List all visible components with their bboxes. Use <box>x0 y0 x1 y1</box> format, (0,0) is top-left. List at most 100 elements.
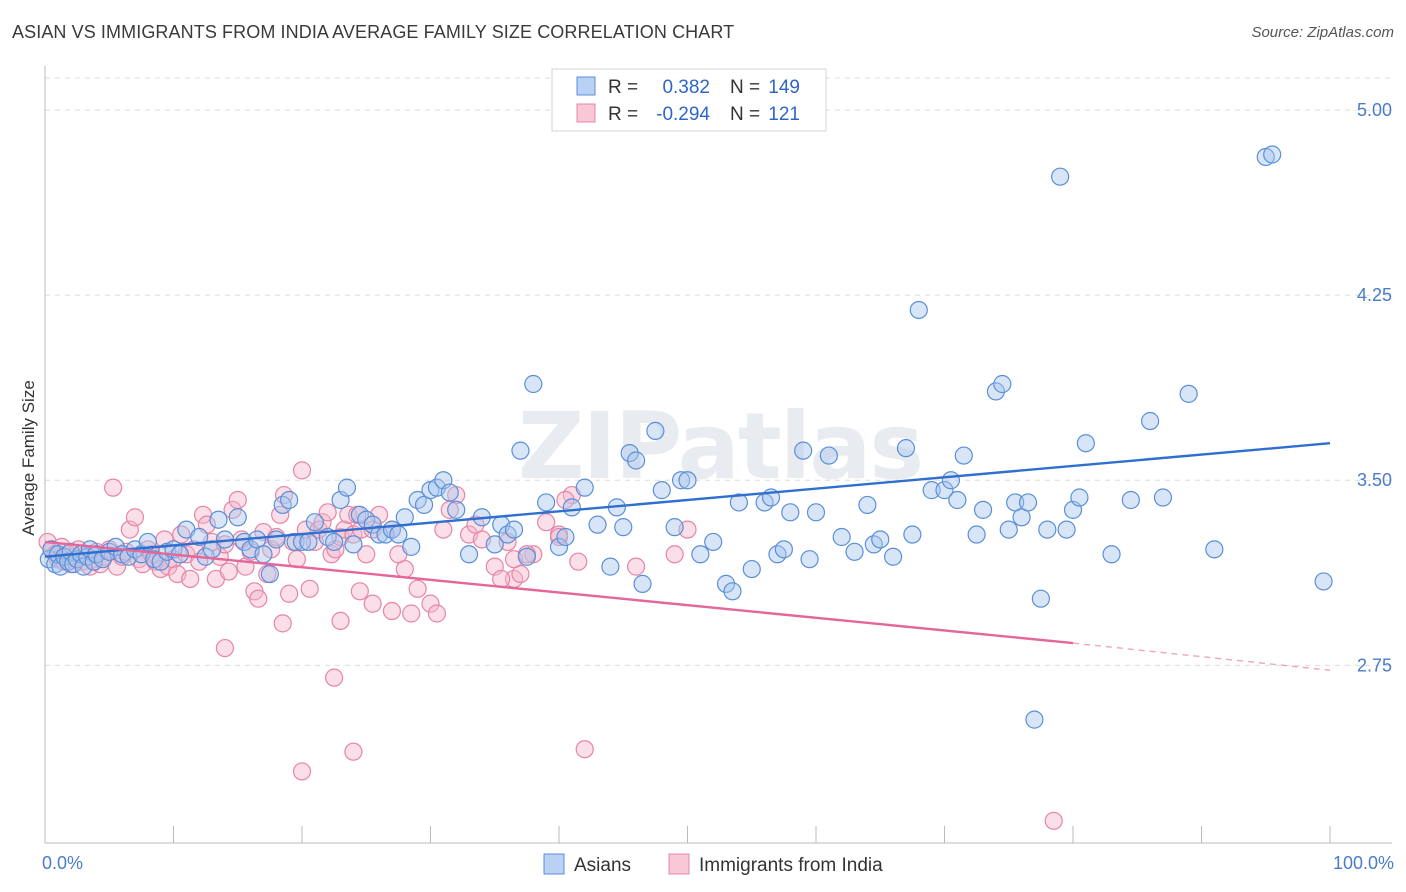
legend-india-r-label: R = <box>608 104 638 125</box>
india-point <box>421 594 440 613</box>
asian-point <box>511 441 530 460</box>
india-point <box>427 604 447 623</box>
y-tick-label: 5.00 <box>1357 100 1392 120</box>
india-point <box>626 557 646 576</box>
legend-asian-r-value: 0.382 <box>662 77 710 98</box>
india-point <box>575 740 594 759</box>
india-point <box>280 584 299 603</box>
asian-point <box>948 490 967 510</box>
legend-asian-swatch <box>576 76 596 96</box>
asian-point <box>504 520 524 539</box>
india-point <box>382 601 402 621</box>
asian-point <box>459 545 479 564</box>
india-point <box>549 527 569 547</box>
chart-source: Source: ZipAtlas.com <box>1251 24 1394 41</box>
bottom-legend-asian-label: Asians <box>574 855 631 876</box>
asian-point <box>999 520 1018 539</box>
asian-point <box>1205 540 1224 559</box>
asian-point <box>954 446 973 465</box>
india-point <box>556 490 575 510</box>
asian-point <box>556 527 575 547</box>
asian-point <box>883 547 903 566</box>
grid-lines <box>45 77 1392 666</box>
asian-point <box>967 525 986 544</box>
asian-point <box>614 518 633 537</box>
asian-point <box>1038 520 1057 539</box>
asian-point <box>588 515 607 534</box>
asian-point <box>305 513 324 532</box>
asian-point <box>704 532 723 552</box>
asian-point <box>524 374 543 394</box>
correlation-legend: R = 0.382 N = 149 R = -0.294 N = 121 <box>551 68 827 132</box>
india-point <box>215 638 234 658</box>
asian-point <box>903 525 922 544</box>
asian-point <box>1153 488 1173 507</box>
india-point <box>228 490 247 510</box>
india-point <box>1044 811 1063 830</box>
india-point <box>292 762 312 781</box>
india-point <box>181 569 200 589</box>
asian-point <box>993 374 1012 394</box>
asian-point <box>1031 589 1050 608</box>
axes <box>44 66 1392 844</box>
india-point <box>292 461 312 480</box>
chart-title: ASIAN VS IMMIGRANTS FROM INDIA AVERAGE F… <box>12 22 735 42</box>
y-tick-label: 2.75 <box>1357 655 1392 675</box>
asian-point <box>633 574 652 593</box>
asian-point <box>1121 490 1140 510</box>
asian-point <box>729 493 749 512</box>
y-tick-label: 3.50 <box>1357 470 1392 490</box>
asian-point <box>537 493 556 512</box>
asian-point <box>620 443 639 463</box>
asian-point <box>562 498 581 517</box>
india-point <box>408 579 427 598</box>
asian-point <box>1051 167 1070 186</box>
asian-point <box>723 582 742 601</box>
india-point <box>318 503 337 522</box>
asian-point <box>742 559 761 579</box>
asian-point <box>794 441 813 460</box>
asian-point <box>1018 493 1038 512</box>
asian-point <box>1076 434 1095 453</box>
india-point <box>325 668 344 687</box>
asian-point <box>549 537 569 556</box>
india-trend-line <box>44 540 1074 645</box>
asian-point <box>402 537 421 556</box>
india-point <box>492 569 511 589</box>
asian-point <box>190 527 209 547</box>
asian-point <box>922 481 941 500</box>
asian-point <box>1263 145 1282 164</box>
india-point <box>665 545 684 564</box>
india-points <box>38 461 1063 830</box>
india-point <box>569 552 588 571</box>
asian-point <box>447 500 466 519</box>
asian-point <box>601 557 620 576</box>
asian-point <box>973 500 993 519</box>
legend-india-swatch <box>576 103 596 123</box>
asian-point <box>1025 710 1044 729</box>
asian-point <box>228 508 247 527</box>
asian-point <box>671 471 691 490</box>
india-point <box>344 742 363 761</box>
asian-point <box>941 471 961 490</box>
asian-point <box>1314 572 1333 591</box>
trend-lines <box>44 442 1331 671</box>
asian-point <box>1057 520 1076 539</box>
india-point <box>363 594 382 613</box>
india-point <box>357 545 376 564</box>
asian-point <box>485 535 504 554</box>
asian-trend-line <box>44 442 1331 558</box>
asian-point <box>781 503 800 522</box>
legend-asian-n-value: 149 <box>768 77 800 98</box>
india-point <box>466 515 485 534</box>
asian-point <box>395 508 414 527</box>
bottom-legend-asian-swatch <box>543 853 565 875</box>
asian-point <box>896 439 916 458</box>
bottom-legend-india-label: Immigrants from India <box>699 855 883 876</box>
asian-point <box>1140 411 1160 431</box>
asian-point <box>1179 384 1198 403</box>
india-point <box>104 478 123 497</box>
asian-point <box>1070 488 1089 507</box>
india-point <box>434 520 453 539</box>
